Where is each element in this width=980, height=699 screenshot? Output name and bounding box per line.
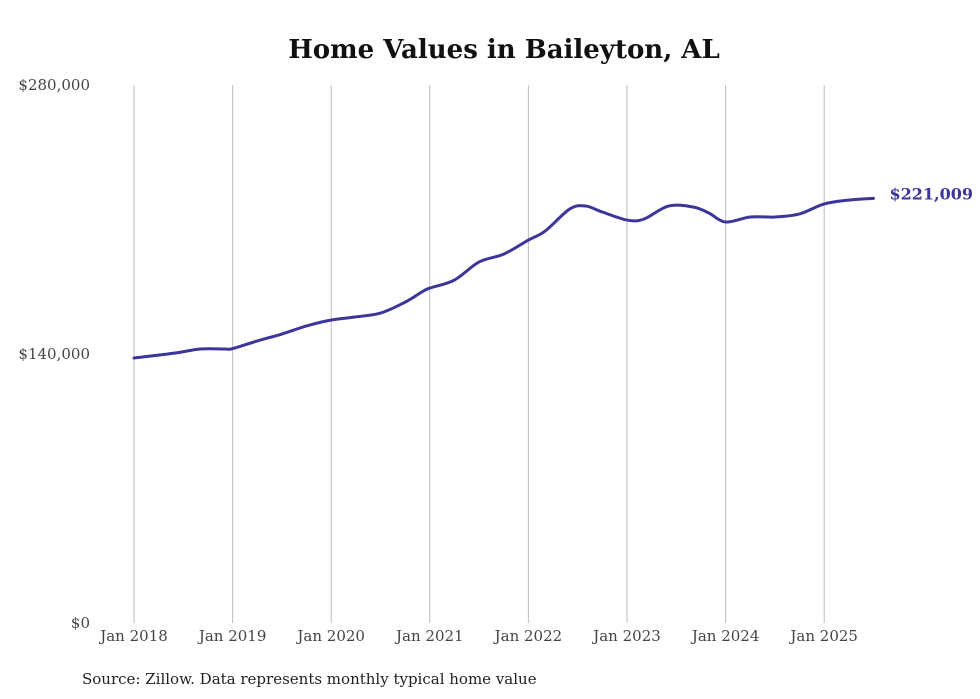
x-tick-label: Jan 2021	[394, 627, 464, 645]
y-tick-label: $140,000	[18, 345, 90, 363]
y-tick-label: $280,000	[18, 76, 90, 94]
y-tick-label: $0	[71, 614, 90, 632]
x-tick-label: Jan 2025	[788, 627, 858, 645]
x-tick-label: Jan 2019	[197, 627, 267, 645]
source-note: Source: Zillow. Data represents monthly …	[82, 670, 537, 688]
x-tick-label: Jan 2022	[493, 627, 563, 645]
series-line	[132, 196, 875, 360]
x-tick-label: Jan 2024	[690, 627, 760, 645]
x-tick-label: Jan 2023	[591, 627, 661, 645]
chart-title: Home Values in Baileyton, AL	[288, 35, 720, 65]
end-value-label: $221,009	[890, 184, 974, 203]
x-tick-label: Jan 2020	[295, 627, 365, 645]
x-tick-label: Jan 2018	[98, 627, 168, 645]
